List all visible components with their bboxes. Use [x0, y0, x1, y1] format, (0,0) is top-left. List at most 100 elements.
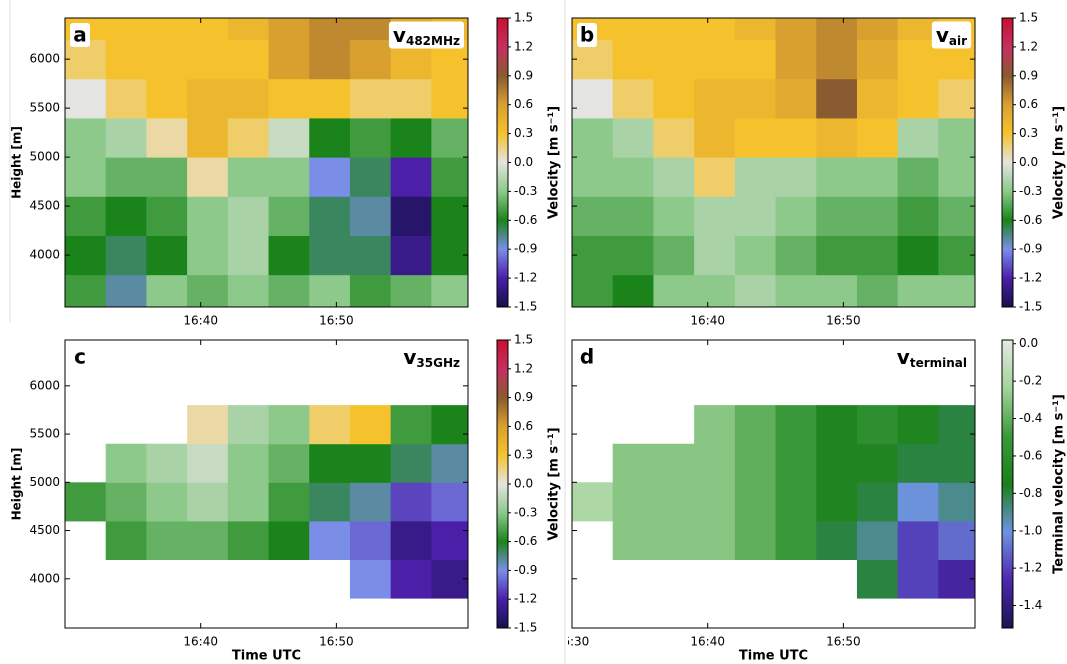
cell [309, 196, 351, 236]
y-tick-label: 5500 [29, 427, 60, 441]
x-axis-label: Time UTC [232, 649, 301, 664]
colorbar-tick-label: 0.6 [514, 97, 533, 111]
colorbar-tick-label: -0.4 [1019, 411, 1042, 425]
colorbar-label: Velocity [m s⁻¹] [547, 427, 562, 540]
colorbar-tick-label: 0.3 [514, 126, 533, 140]
colorbar-tick-label: -1.4 [1019, 598, 1042, 612]
cell [775, 405, 817, 445]
colorbar-tick-label: -0.6 [1019, 213, 1042, 227]
cell [431, 559, 468, 599]
cell [268, 117, 310, 158]
cell [227, 196, 270, 236]
title-box [892, 343, 971, 371]
cell [653, 443, 695, 483]
cell [146, 18, 188, 41]
cell [65, 274, 107, 307]
colorbar-tick-label: 0.0 [1019, 336, 1038, 350]
label-box [70, 23, 90, 47]
title-sub: terminal [910, 356, 967, 370]
colorbar-tick-label: -0.8 [1019, 486, 1042, 500]
cell [146, 482, 188, 522]
cell [572, 78, 614, 119]
cell [775, 443, 817, 483]
colorbar-tick-label: -1.5 [1019, 300, 1042, 314]
cell [653, 117, 695, 158]
colorbar-tick-label: -0.6 [514, 213, 537, 227]
cell [187, 274, 229, 307]
cell [897, 274, 939, 307]
frame [64, 17, 469, 308]
x-tick-label: 16:30 [555, 635, 590, 649]
cell [653, 520, 695, 560]
colorbar-tick-label: 1.2 [514, 361, 533, 375]
cell [268, 405, 310, 445]
y-tick-label: 5000 [29, 475, 60, 489]
cell [105, 78, 147, 119]
heatmap [572, 405, 975, 599]
colorbar-tick-label: 0.6 [1019, 97, 1038, 111]
colorbar-tick-label: 0.9 [514, 390, 533, 404]
colorbar-tick-label: 1.5 [514, 333, 533, 347]
x-tick-label: 16:40 [183, 314, 218, 328]
cell [268, 18, 310, 41]
panel-label: a [73, 23, 87, 47]
cell [187, 405, 229, 445]
cell [431, 196, 468, 236]
cell [268, 482, 310, 522]
cell [897, 117, 939, 158]
cell [227, 18, 270, 41]
cell [146, 235, 188, 276]
colorbar-tick-label: -0.3 [514, 505, 537, 519]
cell [187, 235, 229, 276]
y-tick-label: 4500 [29, 199, 60, 213]
colorbar-tick-label: -1.2 [1019, 271, 1042, 285]
x-tick-label: 16:40 [690, 635, 725, 649]
colorbar-label: Terminal velocity [m s⁻¹] [1052, 394, 1067, 574]
cell [816, 78, 858, 119]
cell [734, 78, 777, 119]
cell [65, 157, 107, 197]
cell [105, 39, 147, 80]
cell [227, 39, 270, 80]
cell [187, 482, 229, 522]
colorbar [496, 17, 509, 308]
cell [431, 235, 468, 276]
cell [775, 157, 817, 197]
cell [431, 482, 468, 522]
x-tick-label: 16:50 [319, 314, 354, 328]
cell [187, 196, 229, 236]
cell [938, 78, 975, 119]
cell [734, 405, 777, 445]
colorbar-tick-label: 1.5 [514, 11, 533, 25]
y-tick-label: 5000 [29, 150, 60, 164]
cell [816, 274, 858, 307]
label-box [70, 345, 90, 369]
cell [146, 520, 188, 560]
cell [897, 559, 939, 599]
cell [105, 235, 147, 276]
cell [694, 78, 736, 119]
cell [775, 520, 817, 560]
cell [938, 559, 975, 599]
cell [816, 18, 858, 41]
cell [65, 117, 107, 158]
cell [816, 117, 858, 158]
cell [349, 559, 392, 599]
cell [694, 235, 736, 276]
cell [694, 405, 736, 445]
cell [105, 482, 147, 522]
frame [571, 17, 976, 308]
cell [653, 39, 695, 80]
label-box [577, 23, 597, 47]
cell [775, 18, 817, 41]
cell [390, 559, 432, 599]
cell [349, 482, 392, 522]
cell [775, 274, 817, 307]
cell [897, 482, 939, 522]
cell [227, 443, 270, 483]
title-box [399, 343, 465, 371]
cell [187, 117, 229, 158]
cell [856, 117, 899, 158]
colorbar-tick-label: 0.6 [514, 419, 533, 433]
